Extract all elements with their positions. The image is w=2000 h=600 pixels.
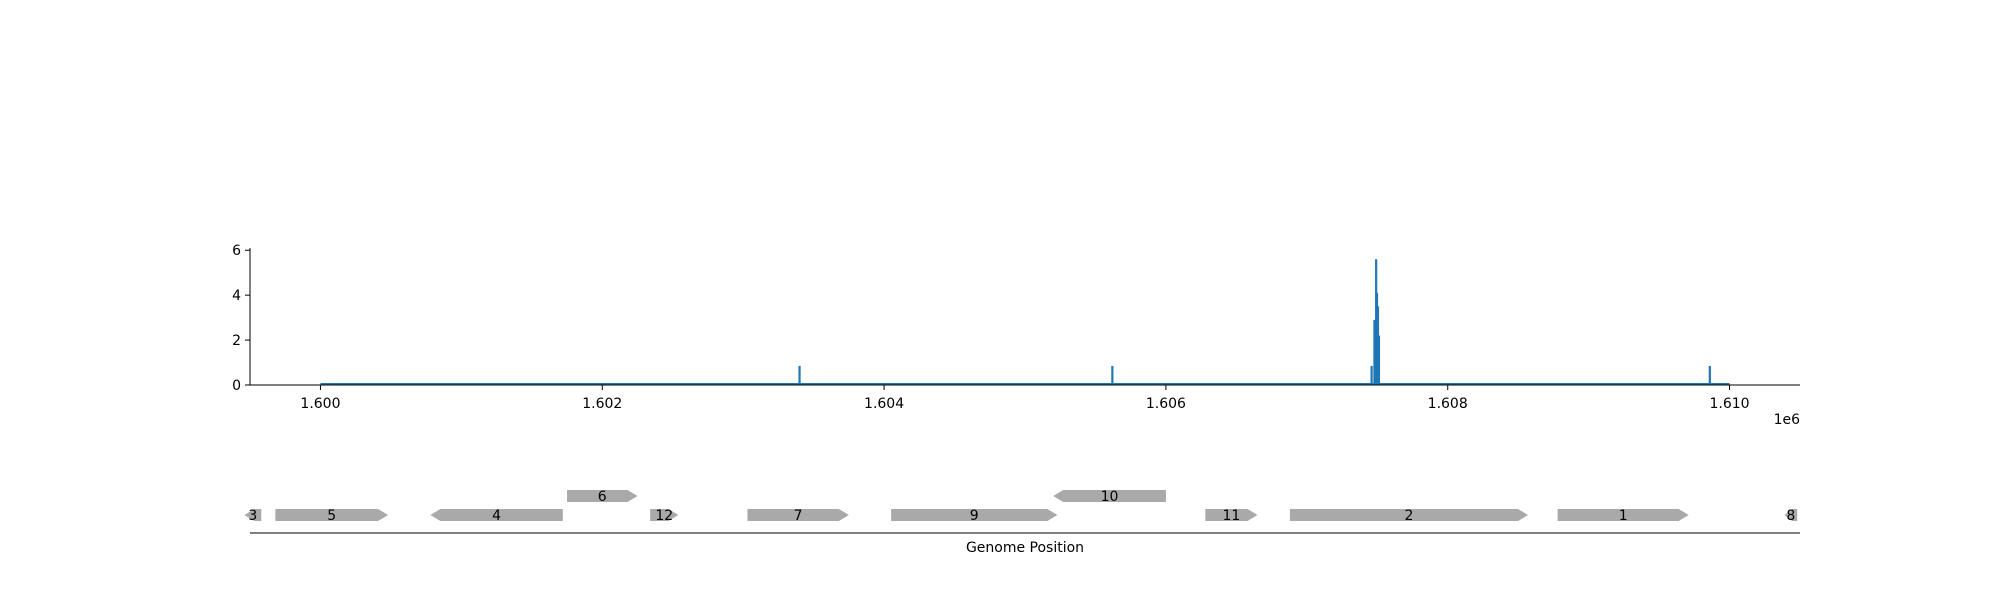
y-tick-label: 2 [232,333,241,349]
gene-8: 8 [1784,508,1798,524]
gene-map: 3 5 4 6 12 7 9 10 11 2 1 8 Genome Position [244,489,1800,556]
gene-7: 7 [747,508,849,524]
gene-label: 5 [327,508,336,524]
x-tick-label: 1.604 [864,396,904,412]
gene-label: 11 [1223,508,1241,524]
gene-arrow [747,509,849,521]
gene-label: 12 [655,508,673,524]
x-tick-label: 1.606 [1146,396,1186,412]
x-tick-label: 1.602 [582,396,622,412]
gene-1: 1 [1557,508,1689,524]
gene-arrow [430,509,563,521]
gene-arrow [1557,509,1689,521]
x-tick-label: 1.600 [300,396,340,412]
gene-3: 3 [244,508,262,524]
gene-4: 4 [430,508,563,524]
y-axis-ticks: 0 2 4 6 [232,243,250,394]
y-tick-label: 6 [232,243,241,259]
gene-label: 6 [598,489,607,505]
gene-label: 4 [492,508,501,524]
y-tick-label: 4 [232,288,241,304]
y-tick-label: 0 [232,378,241,394]
gene-2: 2 [1289,508,1529,524]
coverage-series [798,259,1711,385]
x-tick-label: 1.610 [1709,396,1749,412]
gene-arrow [567,490,638,502]
gene-6: 6 [567,489,638,505]
gene-label: 3 [248,508,257,524]
gene-arrow [1053,490,1166,502]
gene-label: 10 [1101,489,1119,505]
x-tick-label: 1.608 [1428,396,1468,412]
gene-12: 12 [650,508,679,524]
gene-arrow [1289,509,1529,521]
gene-arrow [1784,509,1798,521]
gene-5: 5 [275,508,389,524]
gene-arrow [244,509,262,521]
gene-label: 7 [794,508,803,524]
gene-11: 11 [1205,508,1258,524]
gene-arrow [275,509,389,521]
gene-arrow [650,509,679,521]
gene-9: 9 [891,508,1058,524]
coverage-plot: 0 2 4 6 1.600 1.602 1.604 1.606 1.608 1.610 1e6 [232,243,1800,428]
gene-label: 2 [1405,508,1414,524]
gene-label: 1 [1619,508,1628,524]
gene-arrow [1205,509,1258,521]
gene-label: 9 [970,508,979,524]
x-axis-offset-label: 1e6 [1774,412,1801,428]
genome-position-label: Genome Position [966,540,1084,556]
gene-label: 8 [1786,508,1795,524]
x-axis-ticks: 1.600 1.602 1.604 1.606 1.608 1.610 [300,385,1750,412]
gene-arrow [891,509,1058,521]
gene-10: 10 [1053,489,1166,505]
gene-track: 3 5 4 6 12 7 9 10 11 2 1 8 [244,489,1798,524]
